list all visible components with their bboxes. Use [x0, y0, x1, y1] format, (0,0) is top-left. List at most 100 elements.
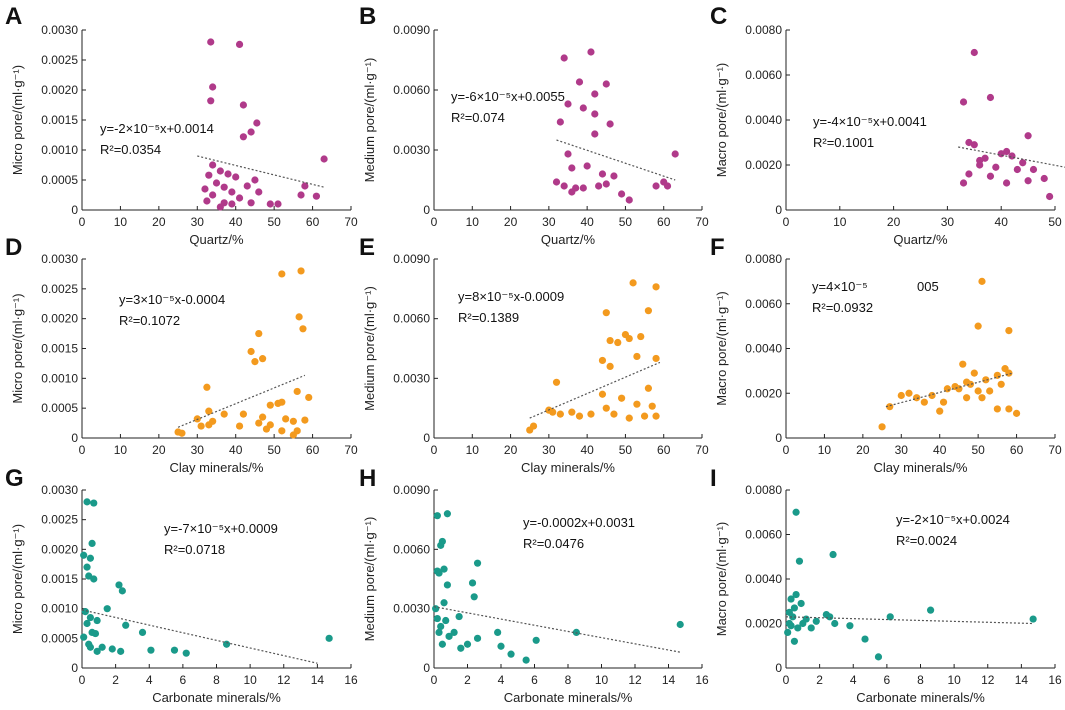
x-tick-label: 20: [887, 215, 901, 229]
data-point: [982, 376, 990, 384]
x-tick-label: 40: [580, 443, 594, 457]
trend-line: [197, 155, 325, 188]
data-point: [251, 358, 259, 366]
y-tick-label: 0.0040: [745, 342, 782, 356]
data-point: [978, 277, 986, 285]
data-point: [831, 619, 839, 628]
trend-line: [785, 616, 1034, 625]
data-point: [602, 309, 610, 317]
data-point: [325, 634, 333, 642]
x-tick-label: 20: [152, 443, 166, 457]
data-point: [435, 569, 443, 577]
y-axis-title: Medium pore/(ml·g⁻¹): [362, 58, 377, 183]
data-point: [625, 196, 633, 204]
data-point: [784, 628, 792, 637]
x-tick-label: 70: [695, 443, 709, 457]
data-point: [920, 398, 928, 406]
data-point: [606, 362, 614, 370]
x-tick-label: 12: [277, 673, 291, 687]
y-tick-label: 0.0030: [393, 371, 430, 385]
trend-equation: y=3×10⁻⁵x-0.0004: [119, 292, 225, 307]
data-point: [205, 171, 213, 179]
y-tick-label: 0.0015: [41, 113, 78, 127]
data-point: [792, 590, 800, 599]
y-tick-label: 0.0005: [41, 173, 78, 187]
data-point: [556, 118, 564, 126]
x-tick-label: 70: [695, 215, 709, 229]
r-squared: R²=0.1072: [119, 313, 180, 328]
panel-b: B 0 10 20 30 40 50 60 70 0 0.0030 0.0060 0.0090 Quart…: [359, 3, 709, 247]
data-point: [1002, 179, 1011, 187]
data-point: [629, 279, 637, 287]
y-tick-label: 0.0060: [393, 83, 430, 97]
x-tick-label: 8: [565, 673, 572, 687]
y-tick-label: 0.0020: [41, 83, 78, 97]
data-point: [644, 307, 653, 315]
data-point: [293, 387, 301, 396]
data-point: [897, 391, 905, 400]
data-point: [926, 606, 935, 614]
panel-letter: D: [5, 234, 22, 261]
x-tick-label: 0: [79, 673, 86, 687]
data-point: [108, 645, 116, 653]
data-point: [450, 628, 458, 637]
x-tick-label: 60: [1010, 443, 1024, 457]
data-point: [86, 613, 95, 622]
y-tick-label: 0.0040: [745, 113, 782, 127]
data-point: [209, 417, 217, 425]
data-point: [610, 410, 618, 418]
data-point: [986, 172, 995, 180]
data-point: [80, 633, 88, 641]
data-point: [602, 404, 610, 412]
data-point: [1024, 132, 1032, 140]
y-tick-label: 0.0025: [41, 53, 78, 67]
data-point: [970, 48, 978, 57]
panel-letter: B: [359, 3, 376, 30]
data-point: [963, 394, 971, 402]
y-tick-label: 0.0020: [745, 158, 782, 172]
data-point: [205, 407, 213, 415]
y-tick-label: 0: [423, 661, 430, 675]
x-tick-label: 0: [783, 215, 790, 229]
y-tick-label: 0.0060: [745, 297, 782, 311]
y-tick-label: 0.0030: [41, 252, 78, 266]
axes: [81, 258, 352, 439]
axes: [81, 489, 352, 669]
data-point: [807, 624, 815, 632]
y-tick-label: 0: [423, 431, 430, 445]
data-point: [81, 608, 89, 616]
x-tick-label: 0: [79, 215, 86, 229]
y-tick-label: 0.0010: [41, 602, 78, 616]
data-point: [790, 637, 799, 645]
y-tick-label: 0.0060: [745, 68, 782, 82]
y-tick-label: 0.0030: [393, 143, 430, 157]
data-point: [118, 587, 126, 595]
data-point: [598, 170, 607, 178]
data-point: [80, 551, 88, 559]
data-point: [1029, 615, 1037, 623]
panel-letter: C: [710, 3, 727, 30]
data-point: [993, 405, 1001, 413]
x-axis-title: Quartz/%: [893, 232, 948, 247]
x-tick-label: 14: [311, 673, 325, 687]
panel-letter: A: [5, 3, 22, 30]
data-point: [792, 508, 800, 516]
data-point: [239, 101, 247, 109]
data-point: [970, 141, 978, 149]
x-tick-label: 20: [504, 443, 518, 457]
y-tick-label: 0: [775, 661, 782, 675]
data-point: [878, 423, 886, 431]
trend-equation: y=-7×10⁻⁵x+0.0009: [164, 521, 278, 536]
x-tick-label: 4: [850, 673, 857, 687]
data-point: [228, 200, 236, 208]
data-point: [437, 622, 445, 631]
data-point: [201, 185, 209, 193]
data-point: [90, 499, 98, 507]
data-point: [473, 559, 482, 567]
data-point: [618, 190, 626, 198]
data-point: [997, 380, 1005, 388]
data-point: [455, 612, 463, 621]
data-point: [295, 313, 303, 321]
data-point: [243, 182, 251, 190]
data-point: [289, 431, 297, 439]
